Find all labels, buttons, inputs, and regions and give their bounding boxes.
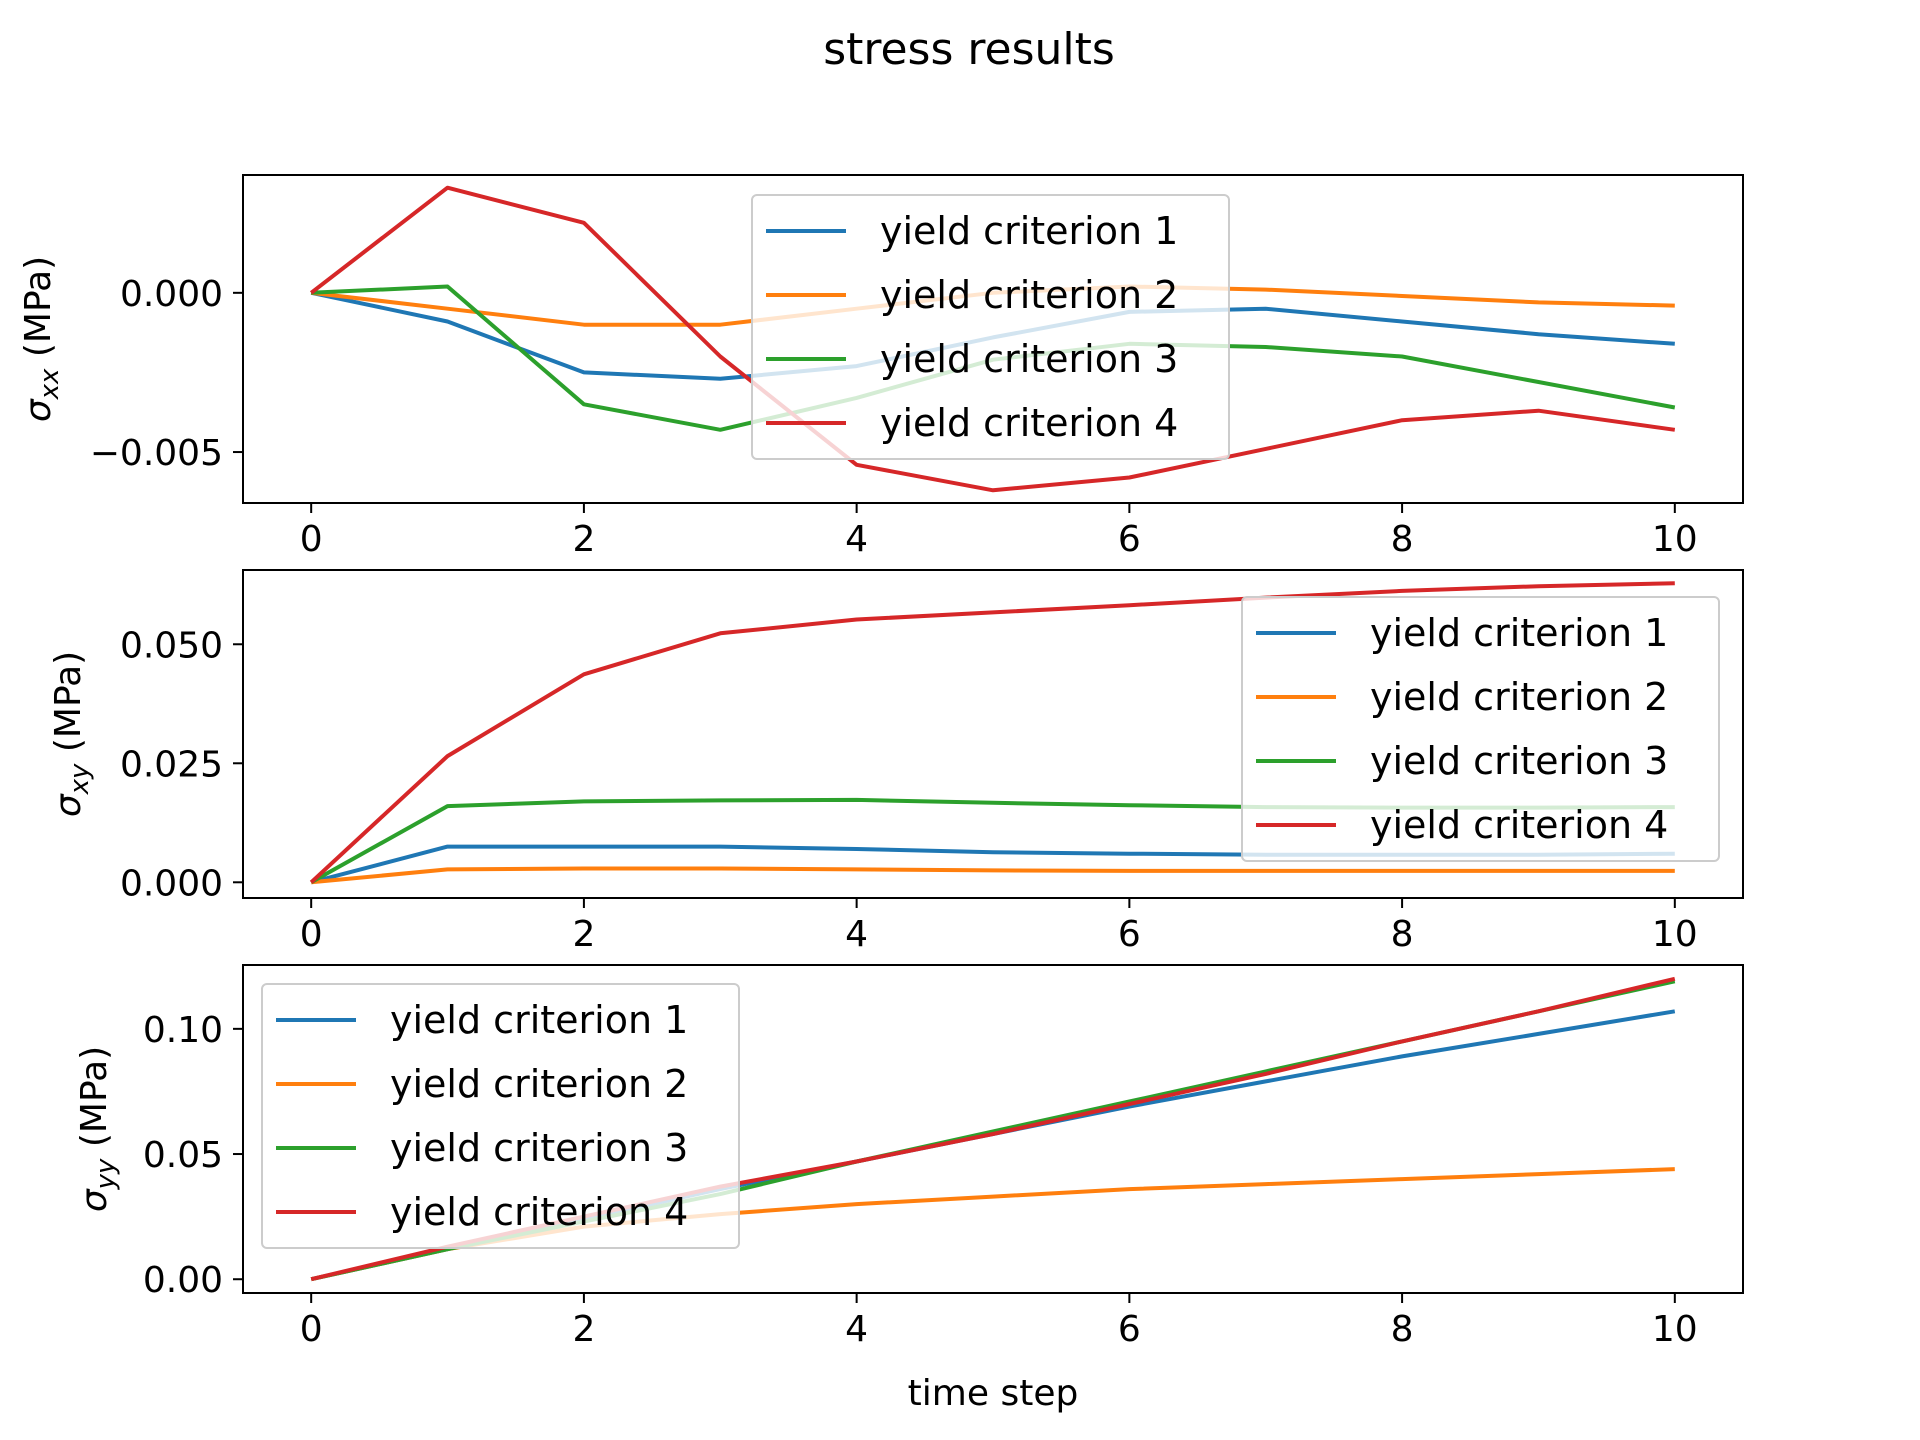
sigma-yy-subplot: 0 2 4 6 8 10 0.00 0.05 0.10 σyy (MPa) time step yie… — [74, 964, 1744, 1414]
x-tick-label: 4 — [845, 519, 868, 560]
x-axis-label: time step — [908, 1373, 1079, 1414]
legend-label-3: yield criterion 3 — [1370, 739, 1668, 783]
legend-box — [261, 983, 740, 1249]
legend-label-1: yield criterion 1 — [880, 209, 1178, 253]
legend-label-3: yield criterion 3 — [880, 337, 1178, 381]
y-tick-label: 0.10 — [143, 1010, 223, 1051]
legend-label-2: yield criterion 2 — [1370, 675, 1668, 719]
legend-label-1: yield criterion 1 — [1370, 611, 1668, 655]
series-line-4 — [309, 581, 1675, 884]
x-tick-label: 8 — [1391, 519, 1414, 560]
y-tick-label: −0.005 — [90, 433, 223, 474]
y-tick-label: 0.00 — [143, 1260, 223, 1301]
x-tick-label: 2 — [572, 1309, 595, 1350]
y-axis-label-symbol: σ — [74, 1188, 115, 1212]
legend-label-4: yield criterion 4 — [880, 401, 1178, 445]
x-tick-label: 2 — [572, 519, 595, 560]
x-tick-label: 6 — [1118, 519, 1141, 560]
x-tick-label: 10 — [1652, 914, 1698, 955]
y-axis-label: σxx (MPa) — [18, 256, 65, 422]
legend-label-1: yield criterion 1 — [390, 998, 688, 1042]
y-tick-label: 0.000 — [120, 863, 223, 904]
legend-box — [751, 194, 1230, 460]
x-tick-label: 10 — [1652, 1309, 1698, 1350]
y-tick-label: 0.05 — [143, 1135, 223, 1176]
x-tick-label: 4 — [845, 914, 868, 955]
figure-title: stress results — [823, 24, 1115, 75]
x-tick-label: 0 — [300, 1309, 323, 1350]
y-axis-label: σyy (MPa) — [74, 1046, 121, 1212]
y-axis-label-symbol: σ — [18, 398, 59, 422]
legend-box — [1241, 596, 1720, 862]
x-tick-label: 6 — [1118, 1309, 1141, 1350]
y-axis-label-symbol: σ — [48, 793, 89, 817]
y-axis-label-unit: (MPa) — [74, 1046, 115, 1159]
y-tick-label: 0.000 — [120, 274, 223, 315]
y-tick-label: 0.025 — [120, 744, 223, 785]
x-tick-label: 6 — [1118, 914, 1141, 955]
y-axis-label-unit: (MPa) — [18, 256, 59, 369]
sigma-xx-subplot: 0 2 4 6 8 10 0.000 −0.005 σxx (MPa) yield criteri… — [18, 174, 1744, 560]
legend-label-2: yield criterion 2 — [880, 273, 1178, 317]
y-axis-label: σxy (MPa) — [48, 651, 95, 817]
axes-frame — [242, 964, 1744, 1294]
sigma-xy-subplot: 0 2 4 6 8 10 0.000 0.025 0.050 σxy (MPa) yield cri… — [48, 569, 1744, 955]
x-tick-label: 8 — [1391, 914, 1414, 955]
x-tick-label: 8 — [1391, 1309, 1414, 1350]
x-tick-label: 4 — [845, 1309, 868, 1350]
x-tick-label: 10 — [1652, 519, 1698, 560]
legend-label-4: yield criterion 4 — [390, 1190, 688, 1234]
legend-label-3: yield criterion 3 — [390, 1126, 688, 1170]
x-tick-label: 0 — [300, 914, 323, 955]
axes-frame — [242, 174, 1744, 504]
axes-frame — [242, 569, 1744, 899]
legend-label-4: yield criterion 4 — [1370, 803, 1668, 847]
y-axis-label-subscript: yy — [91, 1158, 121, 1190]
y-axis-label-subscript: xy — [65, 763, 95, 795]
y-axis-label-unit: (MPa) — [48, 651, 89, 764]
x-tick-label: 0 — [300, 519, 323, 560]
x-tick-label: 2 — [572, 914, 595, 955]
series-line-2 — [311, 866, 1675, 885]
y-tick-label: 0.050 — [120, 625, 223, 666]
legend-label-2: yield criterion 2 — [390, 1062, 688, 1106]
y-axis-label-subscript: xx — [35, 368, 65, 400]
series-line-4 — [309, 185, 1676, 493]
